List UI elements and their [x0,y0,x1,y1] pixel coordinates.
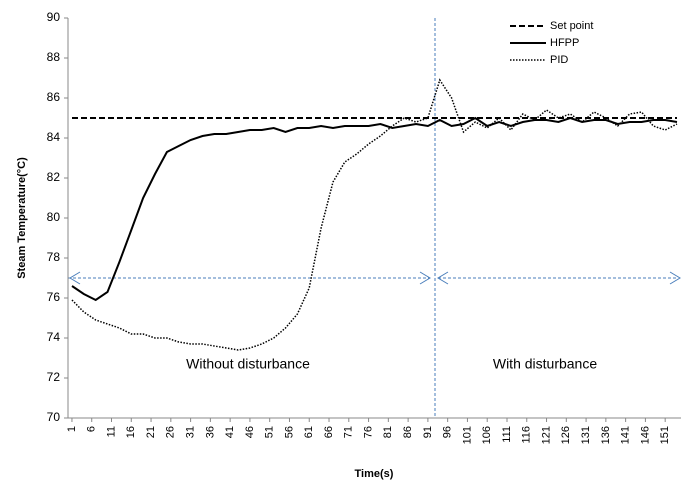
y-tick-label: 84 [47,130,61,144]
x-tick-label: 66 [323,426,335,438]
x-tick-label: 141 [620,426,632,444]
arrow-head [669,271,681,285]
y-tick-label: 70 [47,410,61,424]
y-tick-label: 88 [47,50,61,64]
y-tick-label: 86 [47,90,61,104]
arrow-head [419,271,431,285]
legend-label: Set point [550,20,593,32]
x-tick-label: 106 [481,426,493,444]
series-line [71,116,678,302]
x-tick-label: 16 [125,426,137,438]
x-tick-label: 21 [145,426,157,438]
x-axis-title: Time(s) [355,468,394,480]
x-tick-label: 46 [244,426,256,438]
annotation: With disturbance [493,356,597,372]
x-tick-label: 1 [66,426,78,432]
x-tick-label: 86 [402,426,414,438]
arrow-head [69,271,81,285]
x-tick-label: 81 [382,426,394,438]
x-tick-label: 71 [343,426,355,438]
arrow-head [437,271,449,285]
series-line [71,78,678,351]
legend-label: PID [550,54,568,66]
x-tick-label: 111 [501,426,513,443]
x-tick-label: 151 [659,426,671,444]
x-tick-label: 146 [639,426,651,444]
x-tick-label: 61 [303,426,315,438]
x-tick-label: 41 [224,426,236,438]
x-tick-label: 56 [283,426,295,438]
y-tick-label: 74 [47,330,61,344]
x-tick-label: 136 [600,426,612,444]
x-tick-label: 91 [422,426,434,438]
y-tick-label: 82 [47,170,61,184]
legend-label: HFPP [550,37,579,49]
y-tick-label: 90 [47,10,61,24]
x-tick-label: 36 [204,426,216,438]
annotation: Without disturbance [186,356,310,372]
x-tick-label: 51 [264,426,276,438]
y-tick-label: 78 [47,250,61,264]
x-tick-label: 131 [580,426,592,444]
y-tick-label: 76 [47,290,61,304]
x-tick-label: 121 [540,426,552,444]
x-tick-label: 126 [560,426,572,444]
x-tick-label: 116 [521,426,533,444]
x-tick-label: 26 [165,426,177,438]
y-axis-title: Steam Temperature(°C) [16,157,28,279]
x-tick-label: 11 [105,426,117,437]
y-tick-label: 72 [47,370,61,384]
x-tick-label: 31 [185,426,197,438]
x-tick-label: 76 [362,426,374,438]
x-tick-label: 101 [461,426,473,444]
y-tick-label: 80 [47,210,61,224]
x-tick-label: 6 [86,426,98,432]
x-tick-label: 96 [442,426,454,438]
